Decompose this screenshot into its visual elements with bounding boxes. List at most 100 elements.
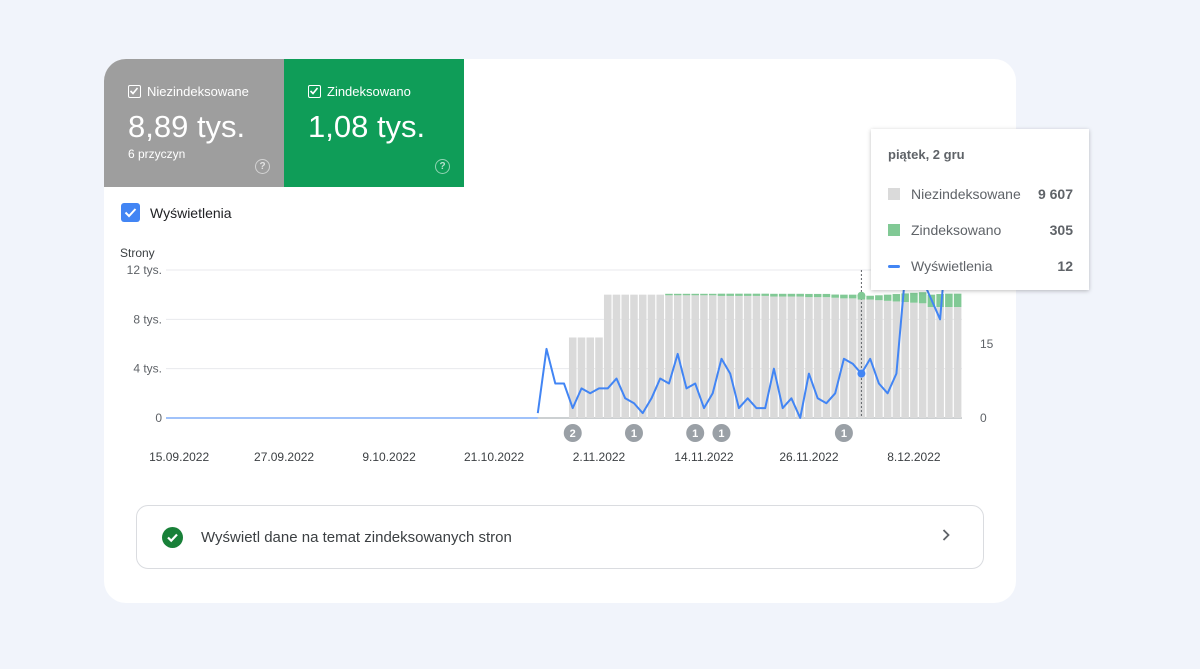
tooltip-row: Wyświetlenia 12	[888, 248, 1073, 284]
annotation-label: 2	[570, 428, 576, 440]
tile-value: 8,89 tys.	[128, 109, 246, 144]
annotation-label: 1	[631, 428, 637, 440]
x-tick-label: 27.09.2022	[254, 450, 314, 464]
bar-indexed	[813, 293, 822, 298]
bar-not-indexed	[717, 295, 726, 418]
bar-indexed	[840, 294, 848, 299]
bar-not-indexed	[927, 307, 936, 418]
checkbox-checked-icon[interactable]	[308, 84, 321, 98]
bar-not-indexed	[796, 296, 804, 418]
view-indexed-pages-link[interactable]: Wyświetl dane na temat zindeksowanych st…	[136, 505, 984, 569]
bar-indexed	[726, 293, 734, 296]
bar-not-indexed	[656, 294, 664, 418]
bar-indexed	[910, 292, 918, 303]
bar-indexed	[918, 292, 927, 304]
bar-not-indexed	[831, 297, 839, 418]
bar-not-indexed	[805, 297, 813, 418]
bar-indexed	[743, 293, 752, 296]
x-tick-label: 8.12.2022	[887, 450, 941, 464]
bar-indexed	[945, 293, 953, 307]
tooltip-date: piątek, 2 gru	[888, 147, 965, 162]
tile-subtext: 6 przyczyn	[128, 147, 186, 161]
bar-indexed	[831, 294, 839, 298]
bar-indexed	[805, 293, 813, 298]
bar-indexed	[770, 293, 778, 297]
hover-marker-indexed	[857, 291, 866, 300]
tooltip-row: Zindeksowano 305	[888, 212, 1073, 248]
bar-indexed	[848, 294, 857, 299]
bar-indexed	[700, 293, 708, 296]
bar-not-indexed	[822, 297, 831, 418]
bar-not-indexed	[848, 298, 857, 418]
checkbox-checked-icon[interactable]	[121, 203, 140, 222]
tile-header: Niezindeksowane	[128, 83, 284, 99]
bar-not-indexed	[630, 294, 638, 418]
y2-tick-label: 0	[980, 411, 987, 425]
bar-not-indexed	[875, 300, 883, 418]
tooltip-label: Wyświetlenia	[911, 258, 993, 274]
bar-indexed	[778, 293, 787, 297]
help-icon[interactable]: ?	[255, 159, 270, 174]
bar-indexed	[717, 293, 726, 296]
bar-indexed	[691, 293, 699, 296]
views-toggle[interactable]: Wyświetlenia	[121, 203, 232, 222]
help-icon[interactable]: ?	[435, 159, 450, 174]
x-tick-label: 2.11.2022	[573, 450, 626, 464]
bar-indexed	[787, 293, 796, 297]
bar-indexed	[892, 294, 901, 302]
impressions-line	[536, 239, 948, 419]
bar-not-indexed	[612, 294, 621, 418]
bar-not-indexed	[691, 295, 699, 418]
chevron-right-icon	[941, 528, 951, 546]
bar-not-indexed	[910, 302, 918, 418]
bar-not-indexed	[761, 295, 769, 418]
bar-not-indexed	[700, 295, 708, 418]
bar-indexed	[752, 293, 761, 296]
bar-not-indexed	[568, 337, 577, 418]
tile-label: Zindeksowano	[327, 83, 411, 99]
bar-indexed	[735, 293, 743, 296]
annotation-label: 1	[718, 428, 724, 440]
bar-indexed	[901, 293, 909, 303]
tooltip-label: Zindeksowano	[911, 222, 1002, 238]
checkbox-checked-icon[interactable]	[128, 84, 141, 98]
annotation-marker	[834, 424, 853, 442]
bar-indexed	[936, 294, 944, 307]
tooltip-label: Niezindeksowane	[911, 186, 1021, 202]
y-tick-label: 0	[155, 411, 162, 425]
legend-swatch	[888, 188, 900, 200]
tile-not-indexed[interactable]: Niezindeksowane 8,89 tys. 6 przyczyn ?	[104, 59, 284, 187]
bar-not-indexed	[953, 307, 962, 418]
check-circle-icon	[162, 526, 183, 548]
bar-not-indexed	[743, 295, 752, 418]
bar-not-indexed	[595, 337, 603, 418]
bar-not-indexed	[901, 302, 909, 418]
bar-not-indexed	[621, 294, 630, 418]
bar-not-indexed	[787, 296, 796, 418]
tile-indexed[interactable]: Zindeksowano 1,08 tys. ?	[284, 59, 464, 187]
x-tick-label: 26.11.2022	[779, 450, 838, 464]
hover-marker-impressions	[857, 369, 866, 378]
indexing-report-card: Niezindeksowane 8,89 tys. 6 przyczyn ? Z…	[104, 59, 1016, 603]
bar-indexed	[665, 293, 673, 296]
views-toggle-label: Wyświetlenia	[150, 204, 232, 221]
bar-not-indexed	[813, 297, 822, 418]
link-label: Wyświetl dane na temat zindeksowanych st…	[201, 528, 512, 546]
bar-not-indexed	[770, 296, 778, 418]
annotation-marker	[624, 424, 643, 442]
y2-tick-label: 15	[980, 337, 994, 351]
x-tick-label: 9.10.2022	[362, 450, 416, 464]
bar-not-indexed	[945, 307, 953, 418]
bar-not-indexed	[665, 295, 673, 418]
bar-not-indexed	[603, 294, 612, 418]
y-axis-label: Strony	[120, 246, 155, 260]
bar-indexed	[866, 295, 874, 300]
bar-not-indexed	[778, 296, 787, 418]
annotation-marker	[712, 424, 731, 442]
bar-not-indexed	[883, 300, 892, 418]
bar-not-indexed	[586, 337, 595, 418]
legend-line-swatch	[888, 264, 900, 268]
annotation-label: 1	[841, 428, 847, 440]
bar-indexed	[883, 294, 892, 301]
